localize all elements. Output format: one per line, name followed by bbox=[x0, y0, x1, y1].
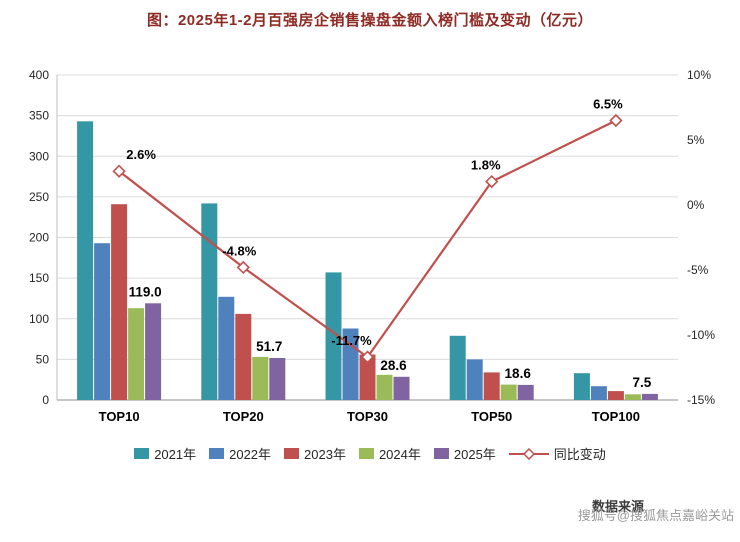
bar bbox=[449, 335, 466, 400]
legend-item: 2024年 bbox=[358, 444, 421, 463]
right-axis-tick-label: -10% bbox=[687, 328, 715, 342]
bar bbox=[573, 373, 590, 400]
bar bbox=[201, 203, 218, 400]
legend-label: 2024年 bbox=[378, 447, 421, 462]
legend-line-diamond-icon bbox=[508, 447, 549, 460]
bar bbox=[77, 121, 94, 401]
watermark-text: 搜狐号@搜狐焦点嘉峪关站 bbox=[577, 508, 734, 523]
left-axis-tick-label: 400 bbox=[29, 68, 49, 82]
chart-legend: 2021年 2022年 2023年 2024年 2025年 同比变动 bbox=[0, 444, 740, 463]
category-label: TOP20 bbox=[223, 409, 264, 424]
bar bbox=[624, 394, 641, 400]
bar-value-label: 51.7 bbox=[256, 339, 282, 354]
bar bbox=[94, 243, 111, 400]
data-source-text: 数据来源 bbox=[591, 499, 644, 514]
right-axis-tick-label: 10% bbox=[687, 68, 711, 82]
left-axis-tick-label: 300 bbox=[29, 149, 49, 163]
legend-label: 同比变动 bbox=[553, 447, 606, 462]
legend-swatch-icon bbox=[433, 448, 449, 459]
bar bbox=[218, 296, 235, 400]
bar bbox=[500, 384, 517, 400]
bar bbox=[590, 386, 607, 400]
bar bbox=[128, 308, 145, 400]
left-axis-tick-label: 250 bbox=[29, 190, 49, 204]
trend-marker bbox=[485, 174, 499, 189]
bar bbox=[325, 272, 342, 400]
legend-label: 2022年 bbox=[229, 447, 272, 462]
right-axis-tick-label: 0% bbox=[687, 198, 705, 212]
bar bbox=[235, 313, 252, 400]
bar bbox=[607, 391, 624, 400]
bar bbox=[517, 384, 534, 400]
bar bbox=[359, 354, 376, 400]
category-label: TOP100 bbox=[592, 409, 640, 424]
trend-marker bbox=[360, 350, 375, 364]
left-axis-tick-label: 200 bbox=[29, 231, 49, 245]
left-axis-tick-label: 350 bbox=[29, 109, 49, 123]
right-axis-tick-label: -5% bbox=[687, 263, 709, 277]
legend-item: 2025年 bbox=[433, 444, 496, 463]
bar bbox=[269, 358, 286, 400]
left-axis-tick-label: 150 bbox=[29, 271, 49, 285]
bar bbox=[145, 303, 162, 400]
legend-item: 2023年 bbox=[284, 444, 346, 463]
category-label: TOP50 bbox=[471, 409, 512, 424]
legend-item: 2021年 bbox=[134, 444, 196, 463]
bar-value-label: 7.5 bbox=[633, 375, 652, 390]
bar-line-chart: 0 50 100 150 200 250 300 350 400 10% 5% 0% -5% -10% -1… bbox=[29, 68, 715, 424]
legend-item: 2022年 bbox=[209, 444, 271, 463]
legend-swatch-icon bbox=[284, 448, 300, 459]
right-axis-tick-label: 5% bbox=[687, 133, 705, 147]
legend-label: 2025年 bbox=[453, 447, 496, 462]
left-axis-tick-label: 100 bbox=[29, 312, 49, 326]
trend-marker bbox=[609, 113, 623, 128]
legend-swatch-icon bbox=[209, 448, 225, 459]
trend-marker bbox=[236, 260, 250, 275]
left-axis-tick-label: 0 bbox=[42, 393, 49, 407]
bar bbox=[641, 393, 658, 400]
category-label: TOP10 bbox=[99, 409, 140, 424]
bar-value-label: 18.6 bbox=[505, 366, 532, 381]
trend-value-label: -11.7% bbox=[331, 333, 372, 348]
legend-label: 2021年 bbox=[154, 447, 197, 462]
bar-value-label: 28.6 bbox=[380, 358, 407, 373]
trend-value-label: 6.5% bbox=[593, 97, 623, 112]
bar bbox=[393, 376, 410, 400]
legend-swatch-icon bbox=[134, 448, 150, 459]
bar bbox=[252, 356, 269, 400]
legend-item-line: 同比变动 bbox=[508, 444, 606, 463]
bar bbox=[376, 374, 393, 400]
bar bbox=[111, 204, 128, 400]
chart-title: 图：2025年1-2月百强房企销售操盘金额入榜门槛及变动（亿元） bbox=[146, 12, 594, 29]
legend-swatch-icon bbox=[358, 448, 374, 459]
trend-value-label: 2.6% bbox=[126, 147, 156, 162]
legend-label: 2023年 bbox=[304, 447, 346, 462]
bar-value-label: 119.0 bbox=[129, 284, 162, 299]
trend-value-label: -4.8% bbox=[222, 243, 256, 258]
category-label: TOP30 bbox=[347, 409, 388, 424]
trend-value-label: 1.8% bbox=[471, 158, 501, 173]
left-axis-tick-label: 50 bbox=[36, 352, 50, 366]
right-axis-tick-label: -15% bbox=[687, 393, 715, 407]
bar bbox=[466, 359, 483, 400]
trend-marker bbox=[112, 164, 126, 178]
bar bbox=[483, 372, 500, 400]
